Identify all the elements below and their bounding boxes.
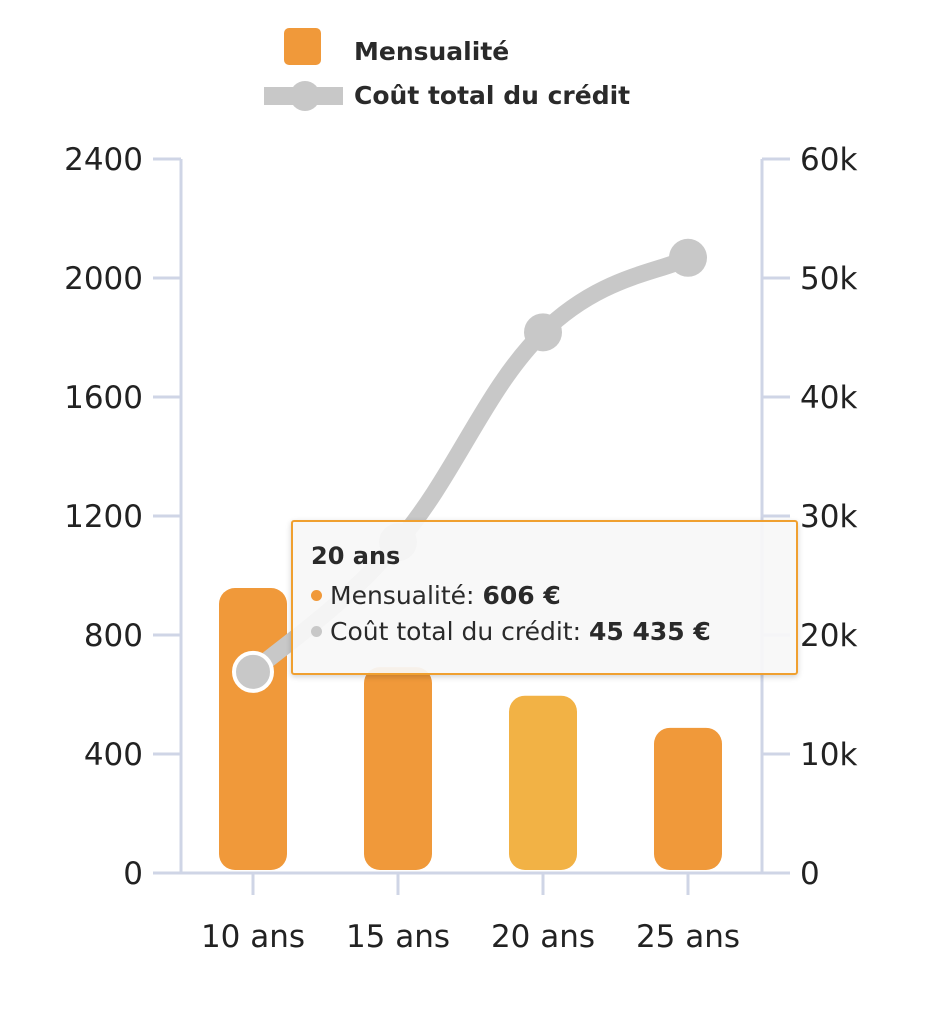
y-axis-right-ticks: 0 10k 20k 30k 40k 50k 60k xyxy=(762,142,857,892)
y-right-tick-label: 30k xyxy=(800,499,857,535)
bar-mensualite[interactable] xyxy=(654,727,722,870)
legend[interactable]: Mensualité Coût total du crédit xyxy=(264,28,630,111)
tooltip-row-cout-total: Coût total du crédit: 45 435 € xyxy=(311,614,778,650)
bar-mensualite[interactable] xyxy=(364,667,432,870)
y-left-tick-label: 1200 xyxy=(64,499,143,535)
y-right-tick-label: 20k xyxy=(800,618,857,654)
legend-label-mensualite: Mensualité xyxy=(354,37,509,66)
y-left-tick-label: 2400 xyxy=(64,142,143,178)
y-left-tick-label: 400 xyxy=(84,737,143,773)
line-point-cout-total[interactable] xyxy=(232,650,274,693)
y-left-tick-label: 1600 xyxy=(64,380,143,416)
y-right-tick-label: 10k xyxy=(800,737,857,773)
x-tick-label: 20 ans xyxy=(491,919,595,955)
y-left-tick-label: 0 xyxy=(123,856,143,892)
y-axis-left-ticks: 0 400 800 1200 1600 2000 2400 xyxy=(64,142,181,892)
tooltip-value-cout-total: 45 435 € xyxy=(588,617,711,646)
y-right-tick-label: 50k xyxy=(800,261,857,297)
line-point-cout-total[interactable] xyxy=(669,238,707,277)
x-tick-label: 25 ans xyxy=(636,919,740,955)
y-right-tick-label: 40k xyxy=(800,380,857,416)
tooltip-dot-cout-total xyxy=(311,625,322,637)
tooltip-title: 20 ans xyxy=(311,542,401,570)
x-tick-label: 10 ans xyxy=(201,919,305,955)
y-right-tick-label: 60k xyxy=(800,142,857,178)
y-right-tick-label: 0 xyxy=(800,856,820,892)
tooltip-row-mensualite: Mensualité: 606 € xyxy=(311,578,778,614)
tooltip-value-mensualite: 606 € xyxy=(482,581,561,610)
legend-swatch-marker-cout xyxy=(290,81,320,111)
legend-label-cout: Coût total du crédit xyxy=(354,81,630,110)
bar-mensualite[interactable] xyxy=(509,695,577,870)
tooltip: 20 ans Mensualité: 606 € Coût total du c… xyxy=(291,520,798,675)
line-point-cout-total[interactable] xyxy=(524,313,562,352)
legend-swatch-mensualite xyxy=(284,28,321,65)
tooltip-label-cout-total: Coût total du crédit: xyxy=(330,617,582,646)
bar-mensualite[interactable] xyxy=(219,587,287,870)
tooltip-label-mensualite: Mensualité: xyxy=(330,581,475,610)
x-axis-ticks: 10 ans 15 ans 20 ans 25 ans xyxy=(201,873,740,955)
y-left-tick-label: 800 xyxy=(84,618,143,654)
tooltip-dot-mensualite xyxy=(311,589,322,601)
y-left-tick-label: 2000 xyxy=(64,261,143,297)
x-tick-label: 15 ans xyxy=(346,919,450,955)
